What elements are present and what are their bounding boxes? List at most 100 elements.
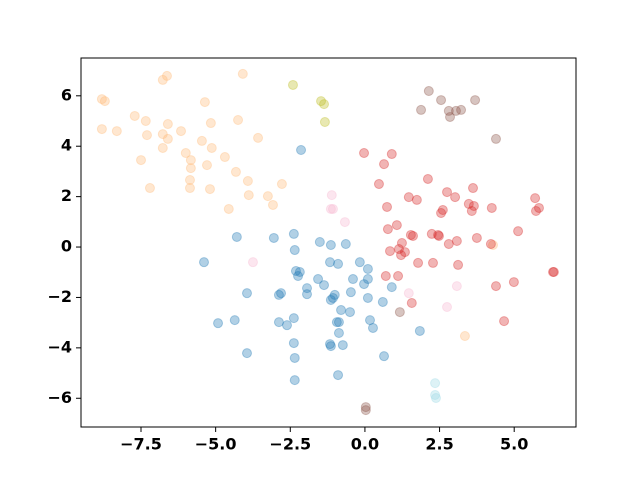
- point: [423, 86, 434, 97]
- x-tick-label: −7.5: [120, 435, 162, 454]
- point: [490, 281, 501, 292]
- point: [199, 97, 210, 108]
- point: [486, 202, 497, 213]
- point: [289, 352, 300, 363]
- point: [445, 111, 456, 122]
- point: [294, 266, 305, 277]
- point: [385, 246, 396, 257]
- point: [456, 104, 467, 115]
- point: [273, 317, 284, 328]
- point: [345, 287, 356, 298]
- point: [157, 74, 168, 85]
- point: [316, 96, 327, 107]
- point: [422, 173, 433, 184]
- point: [373, 179, 384, 190]
- point: [204, 184, 215, 195]
- point: [386, 149, 397, 160]
- point: [337, 340, 348, 351]
- point: [416, 104, 427, 115]
- point: [184, 174, 195, 185]
- point: [287, 79, 298, 90]
- point: [427, 257, 438, 268]
- point: [327, 203, 338, 214]
- point: [267, 199, 278, 210]
- y-tick-label: 2: [61, 186, 72, 205]
- point: [362, 274, 373, 285]
- point: [333, 317, 344, 328]
- point: [442, 187, 453, 198]
- point: [466, 205, 477, 216]
- point: [276, 288, 287, 299]
- point: [185, 163, 196, 174]
- x-tick-label: 2.5: [425, 435, 453, 454]
- point: [403, 192, 414, 203]
- point: [293, 271, 304, 282]
- point: [451, 281, 462, 292]
- point: [289, 375, 300, 386]
- point: [233, 115, 244, 126]
- point: [268, 232, 279, 243]
- point: [262, 191, 273, 202]
- point: [344, 307, 355, 318]
- point: [96, 124, 107, 135]
- point: [325, 294, 336, 305]
- point: [450, 192, 461, 203]
- x-tick-label: 0.0: [351, 435, 379, 454]
- point: [490, 133, 501, 144]
- point: [289, 245, 300, 256]
- point: [470, 95, 481, 106]
- x-tick-label: 5.0: [500, 435, 528, 454]
- point: [396, 238, 407, 249]
- point: [508, 277, 519, 288]
- point: [362, 263, 373, 274]
- point: [513, 226, 524, 237]
- point: [288, 338, 299, 349]
- point: [99, 96, 110, 107]
- point: [530, 205, 541, 216]
- point: [360, 402, 371, 413]
- point: [313, 274, 324, 285]
- point: [336, 305, 347, 316]
- point: [140, 116, 151, 127]
- point: [206, 142, 217, 153]
- point: [176, 126, 187, 137]
- point: [324, 339, 335, 350]
- point: [162, 119, 173, 130]
- point: [467, 183, 478, 194]
- point: [282, 320, 293, 331]
- point: [157, 142, 168, 153]
- point: [414, 325, 425, 336]
- point: [413, 257, 424, 268]
- point: [548, 266, 559, 277]
- point: [288, 313, 299, 324]
- point: [382, 224, 393, 235]
- point: [223, 203, 234, 214]
- point: [340, 239, 351, 250]
- point: [144, 183, 155, 194]
- point: [405, 229, 416, 240]
- point: [364, 315, 375, 326]
- point: [347, 274, 358, 285]
- point: [185, 155, 196, 166]
- point: [136, 155, 147, 166]
- point: [530, 193, 541, 204]
- point: [488, 240, 499, 251]
- point: [333, 327, 344, 338]
- point: [253, 132, 264, 143]
- point: [359, 148, 370, 159]
- point: [229, 315, 240, 326]
- point: [329, 289, 340, 300]
- point: [231, 231, 242, 242]
- point: [377, 296, 388, 307]
- point: [485, 239, 496, 250]
- point: [403, 288, 414, 299]
- point: [324, 257, 335, 268]
- point: [162, 133, 173, 144]
- point: [129, 110, 140, 121]
- point: [96, 94, 107, 105]
- point: [468, 200, 479, 211]
- point: [243, 190, 254, 201]
- point: [459, 331, 470, 342]
- point: [296, 144, 307, 155]
- point: [430, 378, 441, 389]
